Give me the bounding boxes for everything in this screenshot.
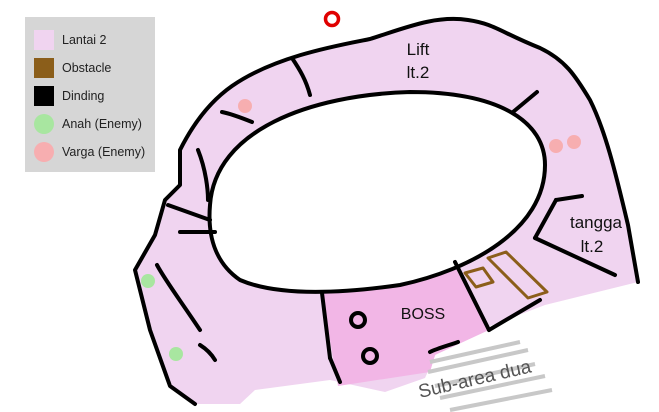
wall-segment bbox=[533, 236, 617, 277]
legend-swatch-wall bbox=[34, 86, 54, 106]
subarea-path bbox=[427, 340, 553, 412]
wall-segment bbox=[155, 263, 202, 332]
wall-segment bbox=[554, 194, 584, 202]
anah-enemy-marker bbox=[169, 347, 183, 361]
boss-label: BOSS bbox=[401, 306, 445, 323]
varga-enemy-marker bbox=[549, 139, 563, 153]
legend-swatch-varga-enemy bbox=[34, 142, 54, 162]
map-legend: Lantai 2 Obstacle Dinding Anah (Enemy) V… bbox=[25, 17, 155, 172]
legend-item-dinding: Dinding bbox=[34, 82, 155, 110]
legend-swatch-obstacle bbox=[34, 58, 54, 78]
wall-segment bbox=[220, 110, 254, 124]
wall-segment bbox=[533, 198, 558, 240]
outer-wall bbox=[133, 16, 640, 406]
obstacles bbox=[463, 250, 549, 300]
varga-enemy-marker bbox=[567, 135, 581, 149]
stairs-label-line1: tangga bbox=[570, 213, 623, 232]
boss-marker-ring bbox=[361, 347, 379, 365]
legend-item-anah: Anah (Enemy) bbox=[34, 110, 155, 138]
legend-label: Varga (Enemy) bbox=[62, 145, 146, 159]
legend-label: Anah (Enemy) bbox=[62, 117, 142, 131]
varga-enemy-marker bbox=[238, 99, 252, 113]
anah-enemy-marker bbox=[141, 274, 155, 288]
obstacle-block bbox=[463, 266, 495, 289]
legend-item-lantai-2: Lantai 2 bbox=[34, 26, 155, 54]
stairs-label-line2: lt.2 bbox=[581, 237, 604, 256]
wall-segment bbox=[290, 56, 312, 97]
legend-label: Lantai 2 bbox=[62, 33, 107, 47]
wall-segment bbox=[166, 203, 212, 222]
legend-item-varga: Varga (Enemy) bbox=[34, 138, 155, 166]
legend-label: Obstacle bbox=[62, 61, 112, 75]
interior-walls bbox=[155, 56, 617, 384]
entry-marker bbox=[323, 10, 341, 28]
wall-segment bbox=[428, 340, 460, 354]
boss-marker-ring bbox=[349, 311, 367, 329]
inner-wall bbox=[207, 89, 548, 294]
wall-segment bbox=[328, 356, 342, 384]
legend-swatch-floor bbox=[34, 30, 54, 50]
wall-segment bbox=[453, 260, 491, 332]
wall-segment bbox=[511, 90, 539, 114]
wall-segment bbox=[196, 148, 210, 202]
lift-label-line1: Lift bbox=[407, 40, 430, 59]
floor-area bbox=[135, 18, 638, 405]
wall-segment bbox=[320, 291, 332, 360]
wall-segment bbox=[487, 298, 542, 332]
wall-segment bbox=[198, 343, 217, 362]
legend-swatch-anah-enemy bbox=[34, 114, 54, 134]
obstacle-block bbox=[486, 250, 549, 300]
legend-item-obstacle: Obstacle bbox=[34, 54, 155, 82]
lift-label-line2: lt.2 bbox=[407, 63, 430, 82]
legend-label: Dinding bbox=[62, 89, 105, 103]
